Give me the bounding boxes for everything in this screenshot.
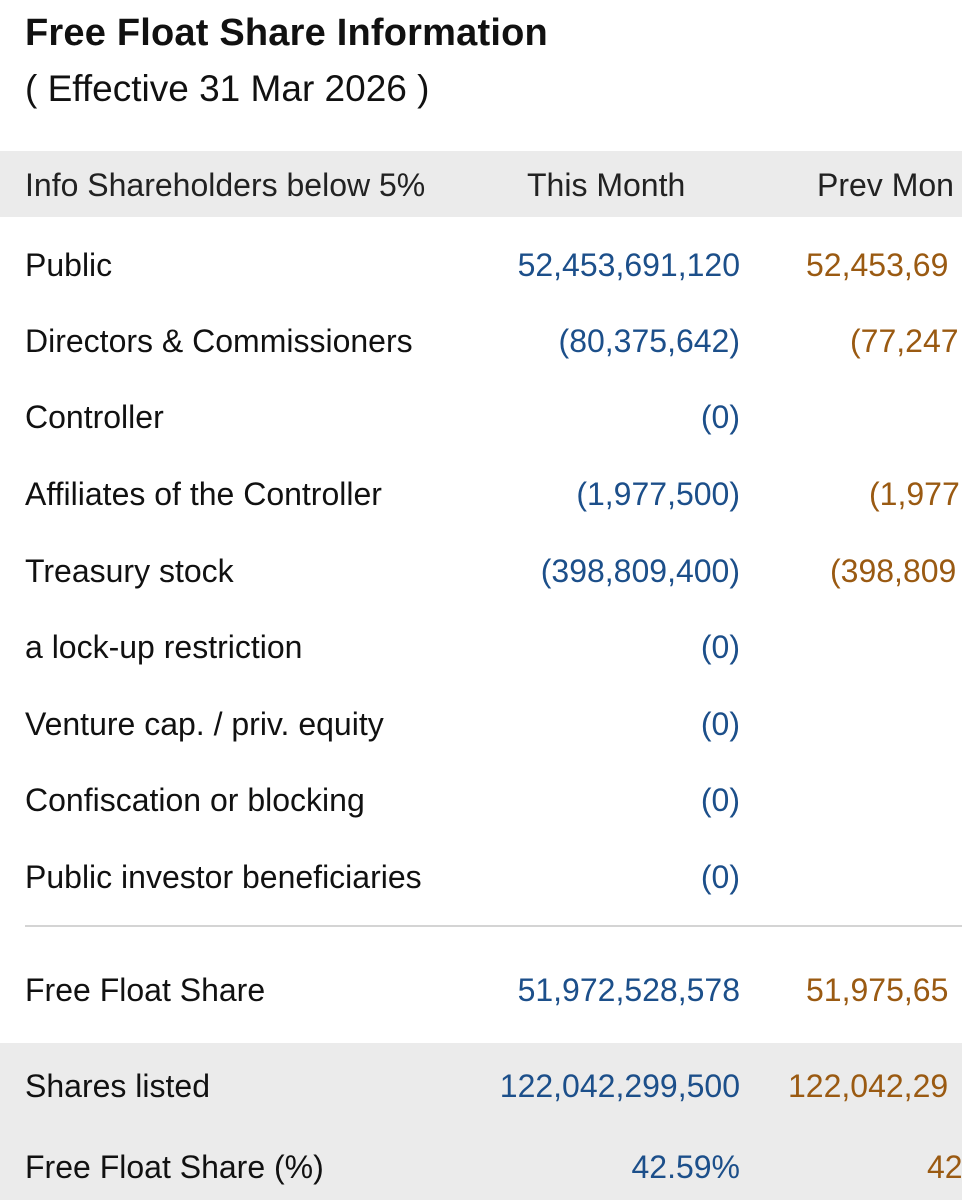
header-prev-month: Prev Mon bbox=[817, 167, 954, 203]
row-prev-month: 52,453,69 bbox=[806, 247, 949, 283]
row-this-month: (80,375,642) bbox=[558, 323, 740, 359]
row-this-month: (0) bbox=[700, 629, 740, 665]
header-this-month: This Month bbox=[527, 167, 686, 203]
summary-label: Shares listed bbox=[25, 1068, 210, 1104]
row-this-month: (1,977,500) bbox=[576, 476, 740, 512]
row-label: Public bbox=[25, 247, 113, 283]
row-this-month: 52,453,691,120 bbox=[517, 247, 740, 283]
row-prev-month: (398,809 bbox=[830, 553, 957, 589]
row-this-month: (398,809,400) bbox=[540, 553, 740, 589]
header-label: Info Shareholders below 5% bbox=[25, 167, 426, 203]
summary-shaded-block bbox=[0, 1043, 962, 1200]
row-label: a lock-up restriction bbox=[25, 629, 303, 665]
section-divider bbox=[25, 925, 962, 927]
row-this-month: (0) bbox=[700, 782, 740, 818]
row-label: Treasury stock bbox=[25, 553, 234, 589]
row-this-month: (0) bbox=[700, 706, 740, 742]
summary-this-month: 51,972,528,578 bbox=[517, 972, 740, 1008]
row-label: Affiliates of the Controller bbox=[25, 476, 382, 512]
summary-this-month: 122,042,299,500 bbox=[499, 1068, 740, 1104]
row-prev-month: (77,247 bbox=[850, 323, 959, 359]
summary-label: Free Float Share bbox=[25, 972, 266, 1008]
summary-label: Free Float Share (%) bbox=[25, 1149, 324, 1185]
summary-this-month: 42.59% bbox=[631, 1149, 740, 1185]
row-label: Directors & Commissioners bbox=[25, 323, 413, 359]
table-header: Info Shareholders below 5% This Month Pr… bbox=[0, 151, 962, 217]
row-prev-month: (1,977 bbox=[869, 476, 960, 512]
row-label: Venture cap. / priv. equity bbox=[25, 706, 384, 742]
summary-prev-month: 42 bbox=[927, 1149, 962, 1185]
effective-date: ( Effective 31 Mar 2026 ) bbox=[25, 68, 430, 109]
page-title: Free Float Share Information bbox=[25, 12, 548, 54]
summary-prev-month: 122,042,29 bbox=[788, 1068, 949, 1104]
row-label: Controller bbox=[25, 399, 164, 435]
row-this-month: (0) bbox=[700, 859, 740, 895]
summary-prev-month: 51,975,65 bbox=[806, 972, 949, 1008]
row-this-month: (0) bbox=[700, 399, 740, 435]
row-label: Public investor beneficiaries bbox=[25, 859, 422, 895]
row-label: Confiscation or blocking bbox=[25, 782, 365, 818]
